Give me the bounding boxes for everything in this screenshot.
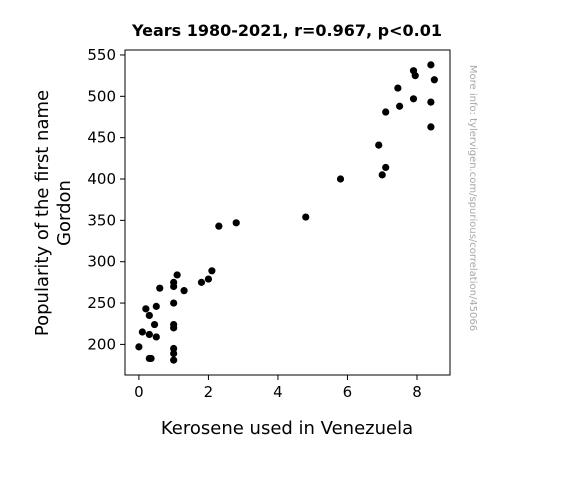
data-point-11: [170, 356, 178, 364]
data-point-6: [145, 311, 153, 320]
data-point-37: [427, 61, 435, 69]
data-point-1: [138, 328, 146, 336]
data-point-21: [197, 278, 206, 286]
y-axis-label-line-1: Popularity of the first name: [32, 90, 53, 336]
data-point-23: [208, 267, 216, 275]
x-tick-label-0: 0: [134, 383, 144, 401]
x-tick-label-1: 2: [204, 383, 214, 401]
data-point-8: [152, 333, 160, 341]
data-point-38: [427, 98, 435, 106]
data-point-7: [150, 320, 159, 329]
data-point-13: [170, 344, 178, 353]
y-tick-label-3: 350: [87, 211, 116, 229]
watermark: More info: tylervigen.com/spurious/corre…: [467, 65, 478, 331]
data-point-4: [147, 354, 155, 363]
x-tick-label-4: 8: [412, 383, 422, 401]
watermark-text: More info: tylervigen.com/spurious/corre…: [467, 65, 478, 331]
x-axis-label: Kerosene used in Venezuela: [161, 418, 413, 439]
data-point-24: [215, 222, 223, 230]
y-tick-label-7: 550: [87, 46, 116, 64]
data-point-10: [156, 284, 164, 292]
data-point-39: [427, 123, 435, 131]
data-point-0: [135, 343, 143, 351]
x-tick-label-3: 6: [343, 383, 353, 401]
data-point-9: [152, 302, 160, 310]
y-tick-label-5: 450: [87, 129, 116, 147]
y-tick-label-4: 400: [87, 170, 116, 188]
y-tick-label-6: 500: [87, 87, 116, 105]
data-point-40: [430, 76, 438, 84]
data-point-34: [409, 95, 418, 103]
data-point-36: [411, 72, 419, 80]
chart-title: Years 1980-2021, r=0.967, p<0.01: [131, 21, 442, 40]
data-point-18: [170, 278, 178, 286]
data-point-16: [170, 299, 178, 307]
data-point-27: [336, 175, 345, 183]
y-tick-label-0: 200: [87, 335, 116, 353]
data-point-22: [204, 275, 213, 283]
x-tick-label-2: 4: [273, 383, 283, 401]
y-axis-label-line-2: Gordon: [54, 180, 75, 246]
data-point-19: [173, 271, 181, 279]
data-point-12: [170, 349, 178, 358]
data-point-30: [382, 163, 390, 172]
y-axis-label: Popularity of the first name Gordon: [32, 90, 75, 336]
data-point-15: [170, 320, 178, 329]
data-point-5: [145, 330, 153, 339]
data-point-2: [142, 305, 150, 313]
plot-frame: [124, 49, 451, 376]
data-point-29: [378, 171, 386, 179]
data-point-33: [395, 102, 404, 110]
plot-area: 0 2 4 6 8 200 250 300 350 400 450 500 550: [87, 46, 451, 401]
data-point-26: [302, 213, 310, 221]
data-point-32: [394, 84, 402, 92]
y-tick-label-1: 250: [87, 294, 116, 312]
y-tick-label-2: 300: [87, 253, 116, 271]
data-point-25: [232, 219, 240, 227]
data-point-20: [180, 287, 188, 295]
data-point-28: [375, 141, 383, 149]
data-point-31: [382, 108, 390, 116]
